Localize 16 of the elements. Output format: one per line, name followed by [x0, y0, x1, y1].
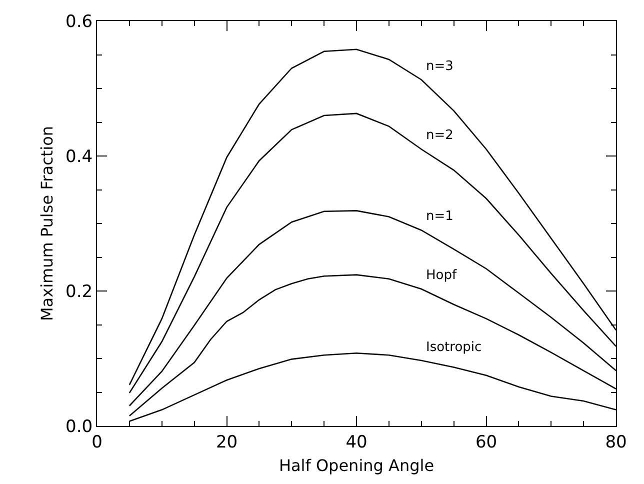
x-tick-label: 40: [346, 432, 368, 452]
series-label: Hopf: [426, 268, 457, 283]
x-tick-label: 60: [475, 432, 498, 452]
x-axis-title: Half Opening Angle: [278, 456, 434, 476]
x-tick-label: 80: [605, 432, 627, 452]
y-tick-label: 0.6: [66, 12, 93, 32]
y-tick-label: 0.0: [66, 416, 93, 437]
y-axis-title: Maximum Pulse Fraction: [37, 126, 56, 322]
y-tick-label: 0.4: [66, 146, 93, 167]
series-label: n=2: [426, 128, 454, 143]
y-tick-label: 0.2: [66, 282, 93, 302]
x-tick-label: 0: [92, 432, 102, 452]
x-tick-label: 20: [216, 432, 238, 452]
series-label: n=3: [426, 59, 454, 74]
series-label: Isotropic: [426, 340, 482, 355]
series-label: n=1: [426, 209, 454, 224]
